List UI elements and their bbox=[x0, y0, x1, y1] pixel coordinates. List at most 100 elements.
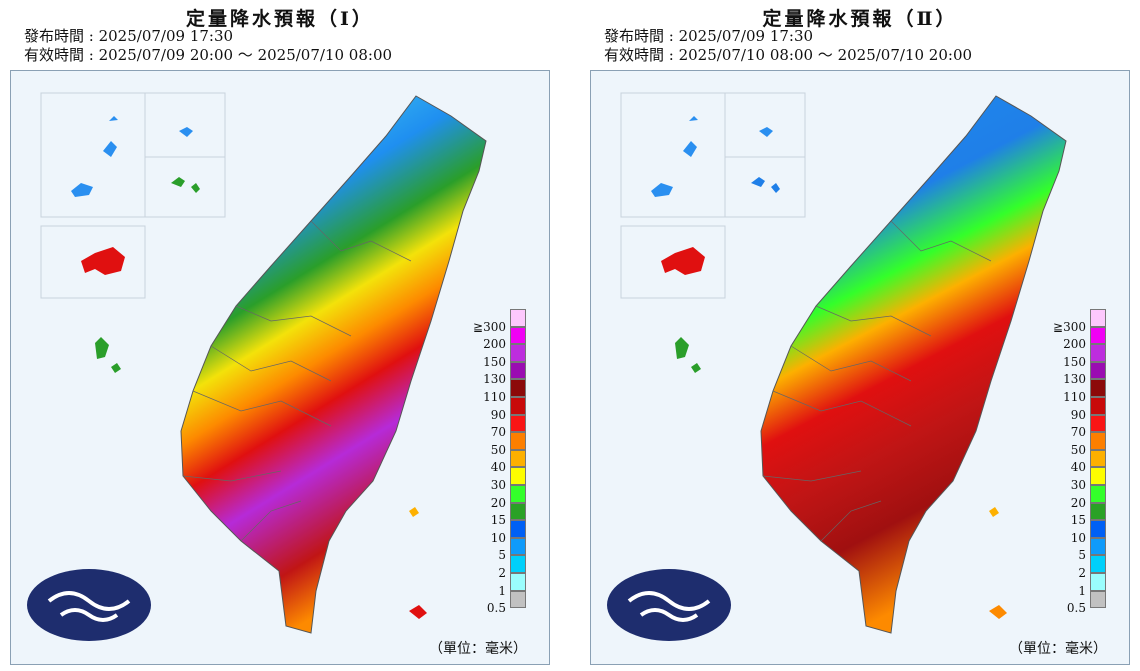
legend-label: 20 bbox=[490, 495, 506, 510]
unit-label: （單位：毫米） bbox=[429, 641, 527, 657]
outlying-islands-insets bbox=[620, 92, 806, 299]
legend-swatch bbox=[1090, 449, 1106, 468]
legend-swatch bbox=[1090, 502, 1106, 521]
legend-swatch bbox=[510, 537, 526, 556]
issue-time: 發布時間 : 2025/07/09 17:30 bbox=[24, 27, 234, 45]
legend-label: 10 bbox=[490, 530, 506, 545]
forecast-panel-2: 定量降水預報（Ⅱ） 發布時間 : 2025/07/09 17:30 有效時間 :… bbox=[580, 0, 1140, 671]
legend-label: 50 bbox=[490, 442, 506, 457]
legend-swatch bbox=[1090, 520, 1106, 538]
matsu-islands bbox=[71, 116, 118, 197]
legend-swatch bbox=[510, 502, 526, 521]
orchid-island bbox=[409, 605, 427, 619]
legend-swatch bbox=[1090, 590, 1106, 609]
legend-label: 1 bbox=[498, 583, 506, 598]
legend-label: 5 bbox=[1078, 548, 1086, 563]
map-title: 定量降水預報（Ⅰ） bbox=[186, 8, 374, 30]
orchid-island bbox=[989, 605, 1007, 619]
rainfall-map-2: （單位：毫米） bbox=[590, 70, 1130, 665]
legend-swatch bbox=[510, 379, 526, 397]
legend-label: 10 bbox=[1070, 530, 1086, 545]
legend-swatch bbox=[510, 555, 526, 573]
outlying-islands-insets bbox=[40, 92, 226, 299]
legend-swatch bbox=[1090, 555, 1106, 573]
legend-label: 30 bbox=[490, 478, 506, 492]
legend-label: 110 bbox=[1063, 390, 1086, 404]
kinmen-island bbox=[171, 177, 200, 193]
legend-label: 0.5 bbox=[1066, 601, 1086, 616]
legend-swatch bbox=[1090, 309, 1106, 327]
legend-swatch bbox=[1090, 432, 1106, 450]
legend-swatch bbox=[510, 573, 526, 591]
wuqiu-island bbox=[179, 127, 193, 137]
legend-swatch bbox=[1090, 485, 1106, 503]
green-island bbox=[989, 507, 999, 517]
valid-time: 有效時間 : 2025/07/10 08:00 ～ 2025/07/10 20:… bbox=[604, 46, 973, 64]
legend-swatch bbox=[510, 449, 526, 468]
legend-swatch bbox=[510, 432, 526, 450]
kinmen-island bbox=[751, 177, 780, 193]
legend-label: 130 bbox=[1063, 372, 1086, 387]
legend-label: ≧300 bbox=[1053, 319, 1086, 334]
legend-label: 1 bbox=[1078, 583, 1086, 598]
legend-swatch bbox=[510, 485, 526, 503]
legend-label: 150 bbox=[1063, 354, 1086, 369]
wuqiu-island bbox=[759, 127, 773, 137]
legend-swatch bbox=[1090, 414, 1106, 433]
issue-time: 發布時間 : 2025/07/09 17:30 bbox=[604, 27, 814, 45]
valid-time: 有效時間 : 2025/07/09 20:00 ～ 2025/07/10 08:… bbox=[24, 46, 393, 64]
legend-swatch bbox=[510, 344, 526, 362]
rainfall-map-1: （單位：毫米） bbox=[10, 70, 550, 665]
legend-label: 70 bbox=[1070, 425, 1086, 440]
legend-label: 2 bbox=[498, 566, 506, 580]
legend-label: 110 bbox=[483, 390, 506, 404]
legend-label: 2 bbox=[1078, 566, 1086, 580]
legend-swatch bbox=[510, 309, 526, 327]
penghu-inset bbox=[661, 247, 705, 275]
legend-label: ≧300 bbox=[473, 319, 506, 334]
legend-label: 15 bbox=[1070, 513, 1086, 528]
legend-swatch bbox=[1090, 379, 1106, 397]
legend-label: 15 bbox=[490, 513, 506, 528]
legend-label: 70 bbox=[490, 425, 506, 440]
legend-label: 40 bbox=[490, 460, 506, 475]
legend-label: 200 bbox=[483, 337, 506, 352]
cwa-logo bbox=[27, 569, 151, 641]
legend-swatch bbox=[1090, 361, 1106, 380]
unit-label: （單位：毫米） bbox=[1009, 641, 1107, 657]
matsu-islands bbox=[651, 116, 698, 197]
map-title: 定量降水預報（Ⅱ） bbox=[762, 8, 958, 30]
legend-swatch bbox=[510, 326, 526, 345]
green-island bbox=[409, 507, 419, 517]
legend-swatch bbox=[510, 361, 526, 380]
legend-label: 40 bbox=[1070, 460, 1086, 475]
legend-swatch bbox=[1090, 326, 1106, 345]
legend-label: 30 bbox=[1070, 478, 1086, 492]
legend-label: 90 bbox=[1070, 407, 1086, 422]
legend-swatch bbox=[510, 467, 526, 485]
legend-swatch bbox=[1090, 467, 1106, 485]
legend-swatch bbox=[1090, 344, 1106, 362]
legend-swatch bbox=[510, 397, 526, 415]
legend-label: 0.5 bbox=[486, 601, 506, 616]
forecast-panel-1: 定量降水預報（Ⅰ） 發布時間 : 2025/07/09 17:30 有效時間 :… bbox=[0, 0, 560, 671]
legend-label: 20 bbox=[1070, 495, 1086, 510]
taiwan-island bbox=[180, 95, 487, 634]
legend-swatch bbox=[510, 520, 526, 538]
penghu-islands bbox=[675, 337, 701, 373]
legend-label: 200 bbox=[1063, 337, 1086, 352]
legend-swatch bbox=[510, 414, 526, 433]
taiwan-island bbox=[760, 95, 1067, 634]
legend-label: 150 bbox=[483, 354, 506, 369]
legend-label: 90 bbox=[490, 407, 506, 422]
legend-swatch bbox=[1090, 397, 1106, 415]
legend-label: 50 bbox=[1070, 442, 1086, 457]
legend-label: 5 bbox=[498, 548, 506, 563]
legend-label: 130 bbox=[483, 372, 506, 387]
cwa-logo bbox=[607, 569, 731, 641]
legend-swatch bbox=[510, 590, 526, 609]
legend-swatch bbox=[1090, 537, 1106, 556]
penghu-inset bbox=[81, 247, 125, 275]
legend-swatch bbox=[1090, 573, 1106, 591]
penghu-islands bbox=[95, 337, 121, 373]
